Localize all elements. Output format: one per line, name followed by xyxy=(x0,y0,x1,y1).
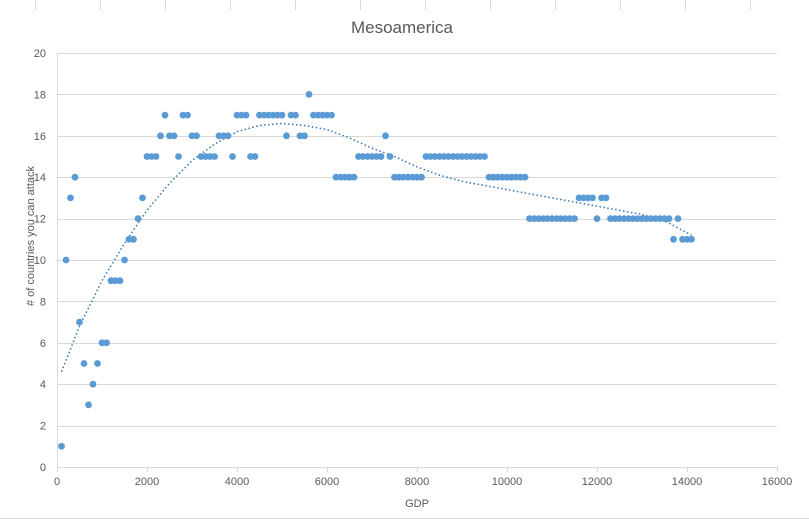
data-point xyxy=(85,401,92,409)
data-point xyxy=(593,215,601,223)
data-point xyxy=(139,194,146,202)
data-point xyxy=(229,153,236,160)
data-point xyxy=(184,111,191,119)
data-point xyxy=(481,153,488,160)
data-point xyxy=(62,256,70,264)
data-point xyxy=(377,153,385,160)
data-point xyxy=(665,215,673,223)
x-tick-label: 6000 xyxy=(315,476,339,488)
data-point xyxy=(278,111,286,119)
data-point xyxy=(283,132,290,140)
y-tick-label: 2 xyxy=(40,421,46,433)
data-point xyxy=(175,153,182,160)
data-point xyxy=(76,318,83,326)
x-tick-label: 8000 xyxy=(405,476,429,488)
data-point xyxy=(161,111,169,119)
data-point xyxy=(71,173,79,181)
data-point xyxy=(121,256,128,264)
chart-title: Mesoamerica xyxy=(351,18,454,37)
data-point xyxy=(382,132,389,140)
data-point xyxy=(224,132,232,140)
y-axis-title: # of countries you can attack xyxy=(25,165,37,306)
x-tick-label: 10000 xyxy=(492,476,523,488)
data-point xyxy=(292,111,299,119)
y-tick-label: 8 xyxy=(40,296,46,308)
data-point xyxy=(328,111,335,119)
data-point xyxy=(103,339,110,347)
y-tick-label: 18 xyxy=(34,89,46,101)
data-point xyxy=(67,194,74,202)
y-tick-label: 16 xyxy=(34,131,46,143)
data-point xyxy=(670,235,677,243)
data-point xyxy=(193,132,200,140)
x-tick-label: 16000 xyxy=(762,476,793,488)
plot-gridlines xyxy=(57,53,777,427)
data-point xyxy=(152,153,160,160)
x-tick-label: 0 xyxy=(54,476,60,488)
data-point xyxy=(350,173,358,181)
data-point xyxy=(674,215,682,223)
data-point xyxy=(418,173,425,181)
data-point xyxy=(211,153,218,160)
y-tick-label: 20 xyxy=(34,48,46,60)
axes: 0 2 4 6 8 10 12 14 16 18 20 0 2000 4000 6000 8000 10000 1… xyxy=(34,48,793,488)
y-tick-label: 14 xyxy=(34,172,46,184)
data-point xyxy=(89,380,97,388)
y-tick-label: 0 xyxy=(40,462,46,474)
data-point xyxy=(80,360,88,367)
data-points xyxy=(58,91,695,450)
data-point xyxy=(301,132,308,140)
y-tick-label: 4 xyxy=(40,379,46,391)
data-point xyxy=(305,91,313,98)
x-axis-title: GDP xyxy=(405,498,429,510)
data-point xyxy=(242,111,250,119)
data-point xyxy=(386,153,394,160)
trendline-layer xyxy=(60,122,692,373)
data-point xyxy=(130,235,137,243)
data-point xyxy=(157,132,164,140)
data-point xyxy=(134,215,142,223)
x-tick-label: 14000 xyxy=(672,476,703,488)
data-point xyxy=(589,194,596,202)
data-point xyxy=(602,194,610,202)
x-tick-label: 4000 xyxy=(225,476,249,488)
y-tick-label: 10 xyxy=(34,255,46,267)
data-point xyxy=(58,442,65,450)
y-tick-label: 12 xyxy=(34,214,46,226)
data-point xyxy=(94,360,101,367)
data-point xyxy=(688,235,695,243)
x-tick-label: 12000 xyxy=(582,476,613,488)
data-point xyxy=(521,173,529,181)
data-point xyxy=(251,153,259,160)
y-tick-label: 6 xyxy=(40,338,46,350)
data-point xyxy=(170,132,178,140)
polynomial-trendline xyxy=(60,122,692,373)
x-tick-label: 2000 xyxy=(135,476,159,488)
data-point xyxy=(571,215,578,223)
data-point xyxy=(116,277,124,285)
